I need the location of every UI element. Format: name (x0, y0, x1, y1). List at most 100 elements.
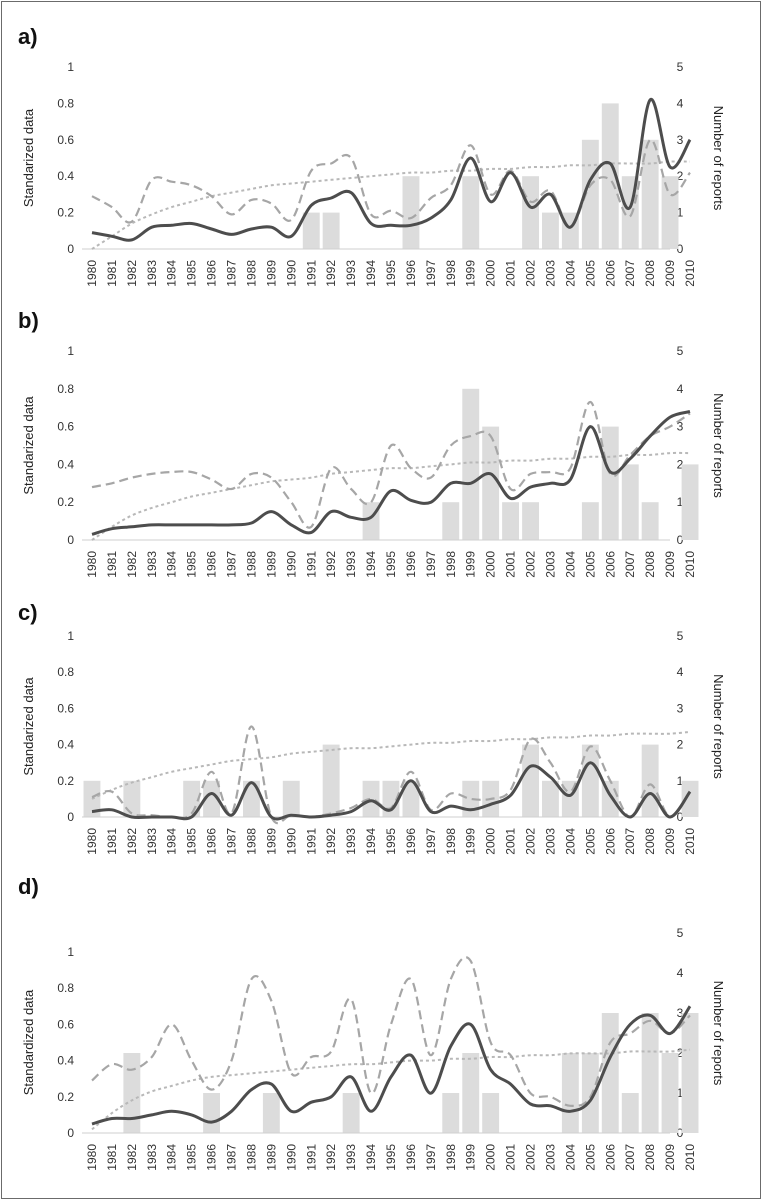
x-tick-label: 1981 (105, 1144, 119, 1171)
x-tick-label: 2003 (544, 551, 558, 578)
y-tick-left: 1 (67, 60, 74, 74)
x-tick-label: 1991 (304, 260, 318, 287)
x-tick-label: 2004 (563, 260, 577, 287)
report-bar (83, 780, 101, 817)
report-bar (442, 502, 460, 540)
y-tick-left: 0.8 (57, 665, 74, 679)
x-tick-label: 2007 (623, 1144, 637, 1171)
x-tick-label: 1988 (245, 260, 259, 287)
x-tick-label: 2002 (524, 1144, 538, 1171)
x-tick-label: 1987 (225, 260, 239, 287)
report-bar (123, 1053, 141, 1133)
dashed-series-line (91, 138, 691, 229)
x-tick-label: 2004 (563, 828, 577, 855)
report-bar (123, 780, 141, 817)
y-tick-right: 4 (677, 96, 684, 110)
x-tick-label: 1986 (205, 828, 219, 855)
x-tick-label: 1981 (105, 551, 119, 578)
report-bar (561, 1053, 579, 1133)
x-tick-label: 2001 (504, 551, 518, 578)
report-bar (203, 780, 220, 817)
x-tick-label: 2008 (643, 1144, 657, 1171)
x-tick-label: 1995 (384, 828, 398, 855)
x-tick-label: 2009 (663, 260, 677, 287)
x-tick-label: 1991 (304, 828, 318, 855)
trend-line (91, 1048, 691, 1131)
x-tick-label: 2002 (524, 260, 538, 287)
x-tick-label: 1989 (264, 1144, 278, 1171)
x-tick-label: 2008 (643, 260, 657, 287)
x-tick-label: 1999 (464, 828, 478, 855)
x-tick-label: 1981 (105, 828, 119, 855)
y-tick-left: 0 (67, 810, 74, 824)
solid-series-line (91, 761, 692, 821)
x-tick-label: 1992 (324, 260, 338, 287)
x-tick-label: 2006 (603, 551, 617, 578)
y-tick-left: 0.4 (57, 457, 74, 471)
x-tick-label: 2009 (663, 1144, 677, 1171)
report-bar (322, 212, 340, 249)
report-bar (621, 464, 639, 540)
y-tick-right: 0 (677, 533, 684, 547)
x-tick-label: 2000 (484, 260, 498, 287)
x-tick-label: 1987 (225, 551, 239, 578)
report-bar (641, 1013, 659, 1133)
x-tick-label: 2003 (544, 260, 558, 287)
x-tick-label: 1999 (464, 551, 478, 578)
y-tick-right: 0 (677, 1126, 684, 1140)
x-tick-label: 1992 (324, 1144, 338, 1171)
y-tick-left: 0 (67, 242, 74, 256)
x-tick-label: 1997 (424, 260, 438, 287)
x-tick-label: 1992 (324, 551, 338, 578)
trend-line (91, 730, 691, 800)
y-tick-right: 0 (677, 810, 684, 824)
y-tick-left: 0.2 (57, 1090, 74, 1104)
x-tick-label: 2008 (643, 551, 657, 578)
y-tick-left: 0.8 (57, 981, 74, 995)
y-axis-title-left: Standarized data (21, 677, 36, 776)
x-tick-label: 2005 (583, 1144, 597, 1171)
y-tick-right: 1 (677, 206, 684, 220)
x-tick-label: 2008 (643, 828, 657, 855)
y-tick-left: 0.4 (57, 738, 74, 752)
y-tick-left: 0 (67, 533, 74, 547)
x-tick-label: 1984 (165, 260, 179, 287)
report-bar (661, 176, 679, 249)
chart-panel-a: a) Standarized data Number of reports 0 0.2 0… (18, 24, 726, 287)
panel-label: b) (18, 308, 39, 333)
x-tick-label: 1997 (424, 1144, 438, 1171)
x-tick-label: 1984 (165, 551, 179, 578)
x-tick-label: 1990 (284, 1144, 298, 1171)
report-bar (203, 1093, 220, 1133)
report-bar (681, 780, 699, 817)
y-tick-left: 0.6 (57, 420, 74, 434)
x-tick-label: 1996 (404, 828, 418, 855)
x-tick-label: 1980 (85, 1144, 99, 1171)
x-tick-label: 2010 (683, 828, 697, 855)
x-tick-label: 1991 (304, 1144, 318, 1171)
x-tick-label: 1990 (284, 551, 298, 578)
report-bar (601, 426, 619, 540)
report-bar (482, 1093, 500, 1133)
report-bar (442, 1093, 460, 1133)
dashed-series-line (91, 956, 691, 1107)
y-tick-right: 2 (677, 1046, 684, 1060)
y-tick-right: 5 (677, 629, 684, 643)
report-bar (402, 176, 420, 249)
y-tick-left: 1 (67, 629, 74, 643)
x-tick-label: 1993 (344, 260, 358, 287)
y-tick-right: 1 (677, 1086, 684, 1100)
x-tick-label: 2004 (563, 1144, 577, 1171)
x-tick-label: 2009 (663, 828, 677, 855)
x-tick-label: 1980 (85, 828, 99, 855)
x-tick-label: 2003 (544, 828, 558, 855)
panel-label: d) (18, 874, 39, 899)
chart-panel-d: d) Standardized data Number of reports 0 0.2… (18, 874, 726, 1171)
x-tick-label: 1995 (384, 1144, 398, 1171)
x-tick-label: 1994 (364, 551, 378, 578)
x-tick-label: 2001 (504, 260, 518, 287)
x-tick-label: 2002 (524, 551, 538, 578)
report-bar (502, 502, 519, 540)
x-tick-label: 1998 (444, 828, 458, 855)
